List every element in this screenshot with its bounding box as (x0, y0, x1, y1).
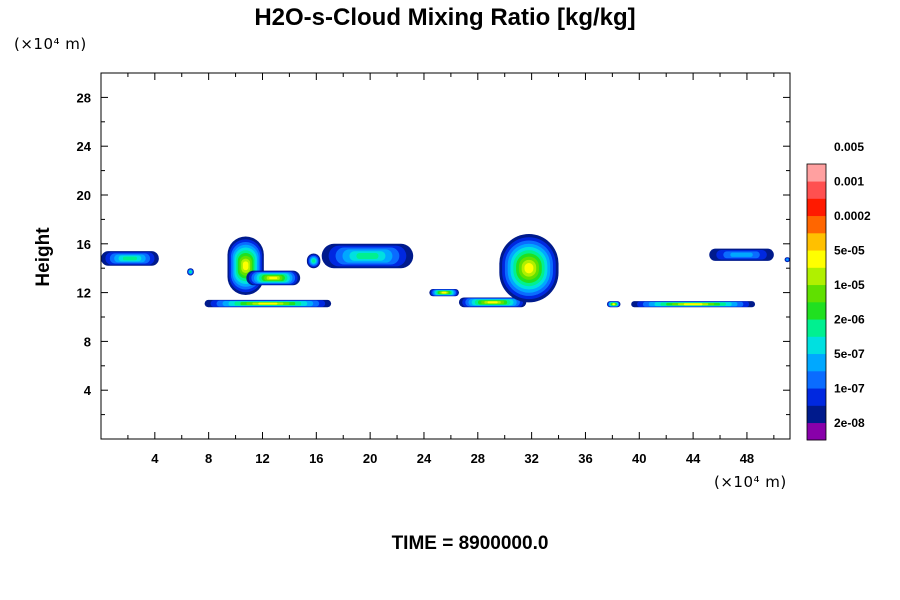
cloud-region (458, 297, 527, 308)
colorbar-level-label: 1e-07 (834, 381, 865, 395)
cloud-contour-band (487, 301, 498, 304)
colorbar-swatch (807, 215, 826, 234)
cloud-contour-band (122, 256, 137, 261)
cloud-contour-band (356, 253, 379, 259)
x-tick-label: 24 (417, 451, 432, 466)
y-unit-label: (×10⁴ m) (14, 35, 87, 53)
cloud-contour-band (730, 252, 753, 257)
cloud-contour-band (242, 261, 249, 271)
x-tick-labels: 4 8 12 16 20 24 28 32 36 40 44 48 (151, 451, 754, 466)
colorbar-level-label: 0.001 (834, 174, 864, 188)
y-tick-label: 24 (77, 139, 92, 154)
colorbar-swatch (807, 250, 826, 268)
cloud-contour-band (189, 270, 192, 273)
colorbar-level-label: 0.0002 (834, 209, 871, 223)
cloud-contour-band (269, 276, 278, 280)
colorbar-level-label: 5e-07 (834, 347, 865, 361)
y-tick-label: 28 (77, 90, 91, 105)
cloud-region (606, 301, 621, 308)
y-tick-label: 4 (84, 383, 92, 398)
cloud-region (246, 270, 301, 286)
colorbar-frame (806, 163, 827, 441)
x-tick-label: 28 (471, 451, 485, 466)
colorbar-swatch (807, 388, 826, 406)
colorbar-level-label: 0.005 (834, 140, 864, 154)
x-tick-label: 36 (578, 451, 592, 466)
colorbar-swatch (807, 284, 826, 303)
colorbar-level-label: 5e-05 (834, 243, 865, 257)
x-tick-label: 40 (632, 451, 646, 466)
colorbar-swatch (807, 336, 826, 355)
colorbar-level-label: 2e-08 (834, 416, 865, 430)
x-unit-label: (×10⁴ m) (714, 473, 787, 491)
cloud-contour-band (524, 263, 534, 274)
colorbar-swatch (807, 164, 826, 182)
x-tick-label: 4 (151, 451, 159, 466)
cloud-field (101, 234, 790, 308)
x-tick-label: 16 (309, 451, 323, 466)
colorbar-swatch (807, 233, 826, 251)
colorbar-labels: 2e-08 1e-07 5e-07 2e-06 1e-05 5e-05 0.0002 0.00… (834, 140, 871, 430)
cloud-region (101, 251, 159, 266)
cloud-contour-band (612, 303, 615, 306)
colorbar-swatch (807, 422, 826, 441)
x-tick-label: 12 (255, 451, 269, 466)
colorbar-level-label: 2e-06 (834, 312, 865, 326)
colorbar-swatch (807, 405, 826, 424)
plot-frame (100, 72, 791, 440)
cloud-region (709, 248, 774, 261)
y-tick-label: 12 (77, 286, 91, 301)
colorbar-swatch (807, 181, 826, 199)
colorbar-level-label: 1e-05 (834, 278, 865, 292)
colorbar-swatch (807, 302, 826, 320)
x-tick-label: 48 (740, 451, 754, 466)
cloud-region (187, 268, 194, 276)
y-tick-label: 20 (77, 188, 91, 203)
colorbar-swatch (807, 319, 826, 337)
cloud-contour-band (683, 303, 703, 306)
x-tick-label: 32 (524, 451, 538, 466)
colorbar-swatch (807, 371, 826, 389)
cloud-region (429, 288, 459, 297)
colorbar-swatch (807, 198, 826, 217)
cloud-region (306, 253, 321, 269)
cloud-region (204, 299, 332, 308)
x-tick-label: 44 (686, 451, 701, 466)
y-tick-label: 16 (77, 237, 91, 252)
y-tick-label: 8 (84, 334, 91, 349)
cloud-region (499, 234, 559, 303)
axis-ticks (101, 73, 790, 439)
time-label: TIME = 8900000.0 (392, 533, 549, 554)
y-tick-labels: 4 8 12 16 20 24 28 (77, 90, 92, 398)
cloud-region (631, 301, 756, 308)
cloud-region (321, 243, 414, 269)
x-tick-label: 20 (363, 451, 377, 466)
cloud-region (227, 236, 264, 296)
cloud-contour-band (311, 259, 316, 263)
colorbar (806, 163, 827, 441)
colorbar-swatch (807, 353, 826, 372)
cloud-contour-band (786, 258, 789, 261)
cloud-contour-band (258, 302, 278, 305)
cloud-region (784, 257, 790, 263)
chart-title: H2O-s-Cloud Mixing Ratio [kg/kg] (254, 4, 635, 31)
cloud-contour-band (441, 291, 447, 294)
x-tick-label: 8 (205, 451, 212, 466)
y-axis-label: Height (33, 227, 54, 287)
colorbar-swatch (807, 267, 826, 286)
